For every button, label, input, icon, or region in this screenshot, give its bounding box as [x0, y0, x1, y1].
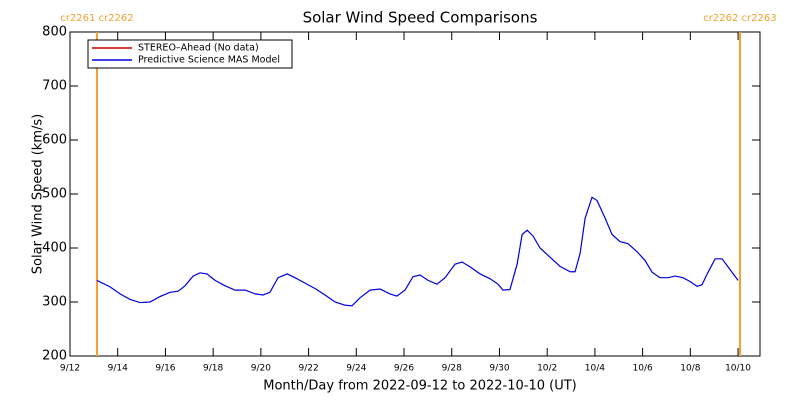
y-tick-label: 200: [42, 349, 67, 364]
x-tick-label: 10/10: [725, 364, 751, 374]
y-tick-label: 500: [42, 187, 67, 202]
legend-label: Predictive Science MAS Model: [138, 55, 280, 66]
x-tick-label: 9/12: [60, 364, 80, 374]
carrington-label: cr2261 cr2262: [60, 13, 133, 24]
x-tick-label: 10/4: [585, 364, 605, 374]
y-tick-label: 800: [42, 25, 67, 40]
x-tick-label: 9/18: [203, 364, 223, 374]
x-tick-label: 9/22: [298, 364, 318, 374]
x-tick-label: 9/20: [251, 364, 271, 374]
y-tick-label: 700: [42, 79, 67, 94]
carrington-label: cr2262 cr2263: [703, 13, 776, 24]
legend-label: STEREO–Ahead (No data): [138, 43, 259, 54]
x-tick-label: 9/16: [155, 364, 175, 374]
series-line: [96, 196, 739, 307]
y-axis-label: Solar Wind Speed (km/s): [31, 114, 46, 274]
x-tick-label: 9/14: [108, 364, 128, 374]
y-tick-label: 400: [42, 241, 67, 256]
legend-box: [87, 39, 293, 69]
x-tick-label: 9/28: [442, 364, 462, 374]
y-tick-label: 300: [42, 295, 67, 310]
x-tick-label: 9/30: [489, 364, 509, 374]
x-axis-label: Month/Day from 2022-09-12 to 2022-10-10 …: [263, 379, 576, 394]
x-tick-label: 10/8: [680, 364, 700, 374]
x-tick-label: 10/2: [537, 364, 557, 374]
x-tick-label: 9/26: [394, 364, 414, 374]
chart-title: Solar Wind Speed Comparisons: [303, 9, 538, 27]
x-tick-label: 9/24: [346, 364, 366, 374]
y-tick-label: 600: [42, 133, 67, 148]
x-tick-label: 10/6: [633, 364, 653, 374]
